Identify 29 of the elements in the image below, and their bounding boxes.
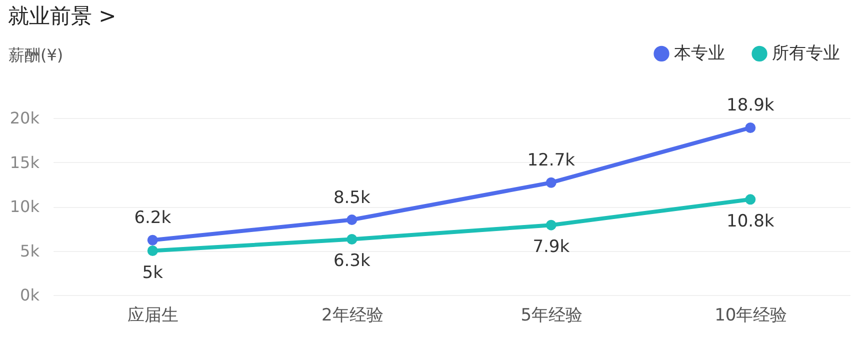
point xyxy=(346,234,358,244)
y-tick-label: 20k xyxy=(10,108,40,128)
data-label: 6.3k xyxy=(333,251,370,272)
legend-label: 所有专业 xyxy=(772,44,840,64)
data-label: 12.7k xyxy=(527,150,576,171)
x-tick-label: 2年经验 xyxy=(321,306,384,326)
x-tick-label: 5年经验 xyxy=(520,306,583,326)
y-tick-label: 10k xyxy=(10,197,40,216)
point xyxy=(546,177,556,188)
data-label: 6.2k xyxy=(134,208,172,228)
data-label: 8.5k xyxy=(333,188,370,208)
point xyxy=(147,246,158,256)
point xyxy=(147,234,158,246)
y-tick-label: 0k xyxy=(20,286,40,304)
point xyxy=(745,194,756,205)
point xyxy=(745,122,756,133)
legend-label: 本专业 xyxy=(674,44,725,64)
x-tick-label: 10年经验 xyxy=(714,306,788,326)
chart-title: 就业前景 > xyxy=(8,4,116,28)
data-label: 10.8k xyxy=(726,211,774,232)
point xyxy=(346,214,358,226)
y-tick-label: 15k xyxy=(10,152,40,172)
x-tick-label: 应届生 xyxy=(128,306,179,326)
data-label: 5k xyxy=(142,262,164,283)
data-label: 7.9k xyxy=(532,237,570,258)
data-label: 18.9k xyxy=(726,96,774,116)
point xyxy=(546,220,556,230)
y-tick-label: 5k xyxy=(20,241,40,260)
y-axis-title: 薪酬(¥) xyxy=(8,46,64,64)
